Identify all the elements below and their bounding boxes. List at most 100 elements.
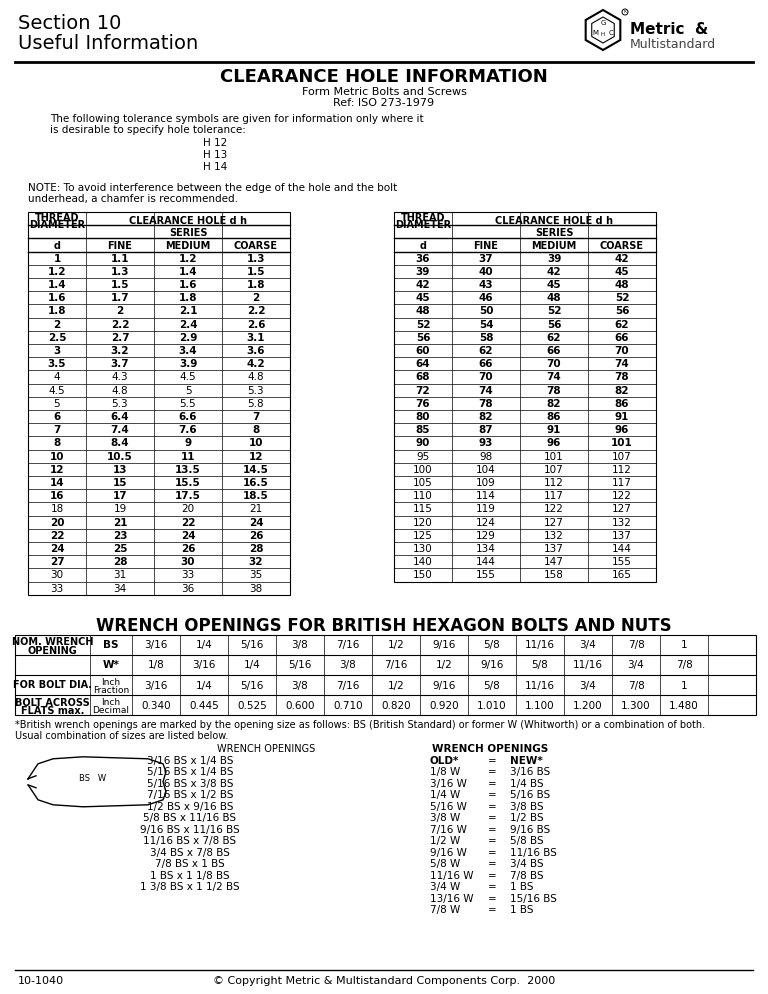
Text: 58: 58: [478, 333, 493, 343]
Text: 8.4: 8.4: [111, 438, 129, 448]
Text: 14.5: 14.5: [243, 465, 269, 475]
Text: 52: 52: [614, 293, 629, 303]
Text: 155: 155: [612, 558, 632, 568]
Text: M: M: [592, 30, 598, 36]
Text: 87: 87: [478, 425, 493, 435]
Text: NEW*: NEW*: [510, 755, 543, 765]
Text: 8: 8: [53, 438, 61, 448]
Text: FINE: FINE: [108, 242, 132, 251]
Text: 13/16 W: 13/16 W: [430, 894, 474, 904]
Text: 33: 33: [51, 583, 64, 593]
Text: 22: 22: [50, 531, 65, 541]
Text: 78: 78: [547, 386, 561, 396]
Text: W*: W*: [103, 660, 120, 670]
Text: 5/8: 5/8: [484, 640, 501, 650]
Text: H 13: H 13: [203, 150, 227, 160]
Text: 104: 104: [476, 465, 496, 475]
Text: 45: 45: [547, 280, 561, 290]
Text: 14: 14: [50, 478, 65, 488]
Text: 1/4 BS: 1/4 BS: [510, 779, 544, 789]
Text: =: =: [488, 767, 496, 777]
Bar: [28, 212, 290, 594]
Text: MEDIUM: MEDIUM: [165, 242, 210, 251]
Text: 96: 96: [547, 438, 561, 448]
Text: 42: 42: [614, 253, 629, 263]
Text: 1.6: 1.6: [48, 293, 66, 303]
Text: 115: 115: [413, 504, 433, 515]
Bar: [15, 635, 756, 715]
Text: 5: 5: [184, 386, 191, 396]
Text: Inch: Inch: [101, 678, 121, 687]
Text: Section 10: Section 10: [18, 14, 121, 33]
Text: 56: 56: [614, 306, 629, 316]
Text: 3/8: 3/8: [292, 640, 309, 650]
Text: 4.5: 4.5: [48, 386, 65, 396]
Text: 147: 147: [544, 558, 564, 568]
Text: G: G: [601, 20, 606, 26]
Text: OPENING: OPENING: [28, 646, 78, 656]
Text: 21: 21: [250, 504, 263, 515]
Text: 1.4: 1.4: [48, 280, 66, 290]
Text: 40: 40: [478, 266, 493, 276]
Text: 140: 140: [413, 558, 433, 568]
Text: 22: 22: [180, 518, 195, 528]
Text: 1.4: 1.4: [179, 266, 197, 276]
Text: 132: 132: [612, 518, 632, 528]
Text: MEDIUM: MEDIUM: [531, 242, 577, 251]
Text: 122: 122: [544, 504, 564, 515]
Text: 7: 7: [253, 412, 260, 422]
Text: 125: 125: [413, 531, 433, 541]
Text: 5.3: 5.3: [248, 386, 264, 396]
Text: 11/16 W: 11/16 W: [430, 871, 474, 881]
Text: 85: 85: [415, 425, 430, 435]
Text: 5/16 BS x 3/8 BS: 5/16 BS x 3/8 BS: [147, 779, 233, 789]
Text: 3/4: 3/4: [627, 660, 644, 670]
Text: 1 BS x 1 1/8 BS: 1 BS x 1 1/8 BS: [151, 871, 230, 881]
Text: *British wrench openings are marked by the opening size as follows: BS (British : *British wrench openings are marked by t…: [15, 720, 705, 730]
Text: 30: 30: [180, 558, 195, 568]
Text: =: =: [488, 894, 496, 904]
Text: 0.710: 0.710: [333, 701, 362, 711]
Text: 1.300: 1.300: [621, 701, 650, 711]
Text: 101: 101: [544, 451, 564, 461]
Text: 15/16 BS: 15/16 BS: [510, 894, 557, 904]
Text: Useful Information: Useful Information: [18, 34, 198, 53]
Text: 66: 66: [614, 333, 629, 343]
Text: The following tolerance symbols are given for information only where it: The following tolerance symbols are give…: [50, 114, 424, 124]
Text: 80: 80: [415, 412, 430, 422]
Text: 90: 90: [415, 438, 430, 448]
Text: 119: 119: [476, 504, 496, 515]
Text: 3/16 W: 3/16 W: [430, 779, 467, 789]
Text: THREAD: THREAD: [35, 213, 79, 223]
Text: 1: 1: [680, 640, 687, 650]
Text: CLEARANCE HOLE d h: CLEARANCE HOLE d h: [495, 216, 613, 226]
Text: 165: 165: [612, 571, 632, 580]
Text: 5.8: 5.8: [248, 399, 264, 409]
Text: 137: 137: [544, 544, 564, 554]
Text: C: C: [608, 30, 614, 36]
Text: 3/16: 3/16: [144, 640, 167, 650]
Text: 10: 10: [249, 438, 263, 448]
Text: 127: 127: [612, 504, 632, 515]
Text: 11/16 BS x 7/8 BS: 11/16 BS x 7/8 BS: [144, 836, 237, 846]
Text: 35: 35: [250, 571, 263, 580]
Text: 1.5: 1.5: [247, 266, 265, 276]
Text: H 14: H 14: [203, 162, 227, 172]
Text: 1/2 BS x 9/16 BS: 1/2 BS x 9/16 BS: [147, 802, 233, 812]
Text: 3/8: 3/8: [339, 660, 356, 670]
Text: 13.5: 13.5: [175, 465, 201, 475]
Text: 2: 2: [253, 293, 260, 303]
Text: Fraction: Fraction: [93, 686, 129, 695]
Text: Inch: Inch: [101, 698, 121, 707]
Text: 27: 27: [50, 558, 65, 568]
Text: Form Metric Bolts and Screws: Form Metric Bolts and Screws: [302, 87, 466, 97]
Text: BOLT ACROSS: BOLT ACROSS: [15, 698, 90, 708]
Text: 1.480: 1.480: [669, 701, 699, 711]
Text: 96: 96: [615, 425, 629, 435]
Text: 48: 48: [547, 293, 561, 303]
Text: 3.5: 3.5: [48, 359, 66, 369]
Text: 28: 28: [113, 558, 127, 568]
Text: 1 3/8 BS x 1 1/2 BS: 1 3/8 BS x 1 1/2 BS: [141, 883, 240, 893]
Text: 1/4: 1/4: [243, 660, 260, 670]
Text: 66: 66: [547, 346, 561, 356]
